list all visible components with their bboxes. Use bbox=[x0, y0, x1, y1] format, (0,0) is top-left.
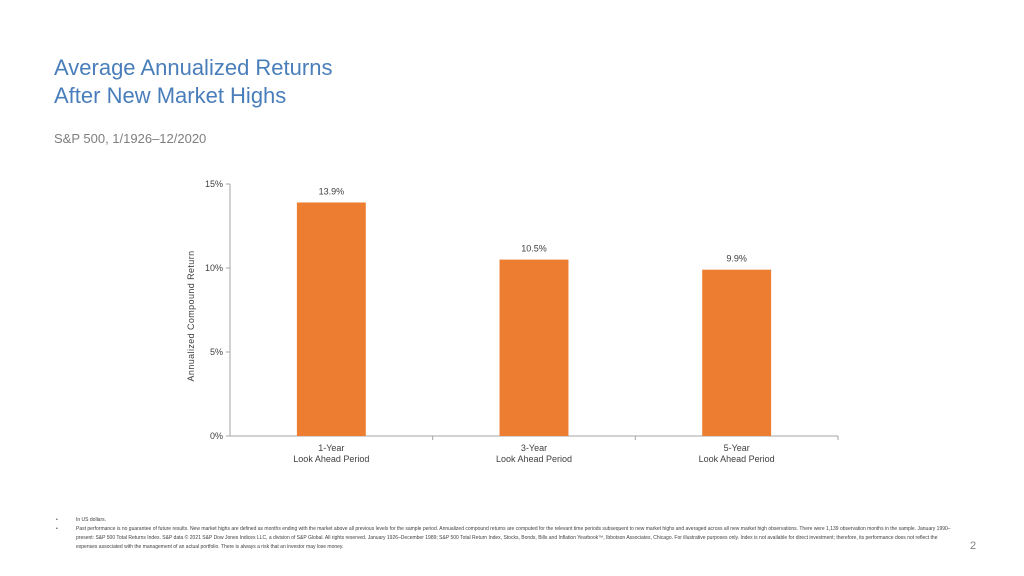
page-number: 2 bbox=[970, 540, 977, 552]
y-tick-label: 10% bbox=[205, 263, 223, 273]
x-category-label: 1-Year bbox=[318, 443, 344, 453]
x-category-label: Look Ahead Period bbox=[699, 454, 775, 464]
footnote-bullet: • bbox=[56, 526, 58, 532]
x-category-label: Look Ahead Period bbox=[496, 454, 572, 464]
footnote-2: • Past performance is no guarantee of fu… bbox=[54, 525, 954, 552]
x-category-label: 5-Year bbox=[724, 443, 750, 453]
slide-subtitle: S&P 500, 1/1926–12/2020 bbox=[54, 131, 207, 146]
slide-title-line-2: After New Market Highs bbox=[54, 83, 287, 108]
x-category-label: Look Ahead Period bbox=[293, 454, 369, 464]
bar bbox=[702, 269, 772, 436]
y-tick-label: 5% bbox=[210, 347, 223, 357]
bar-data-label: 10.5% bbox=[521, 244, 547, 254]
y-axis-title: Annualized Compound Return bbox=[186, 251, 196, 382]
bar bbox=[499, 259, 569, 436]
footnote-bullet: • bbox=[56, 517, 58, 523]
slide-title-line-1: Average Annualized Returns bbox=[54, 55, 333, 80]
bar-data-label: 9.9% bbox=[726, 254, 747, 264]
slide-title: Average Annualized Returns After New Mar… bbox=[54, 54, 332, 110]
footnote-text: Past performance is no guarantee of futu… bbox=[76, 526, 951, 550]
bar bbox=[296, 202, 366, 436]
footnote-1: • In US dollars. bbox=[54, 516, 954, 525]
bar-data-label: 13.9% bbox=[319, 186, 345, 196]
y-tick-label: 15% bbox=[205, 179, 223, 189]
footnotes: • In US dollars. • Past performance is n… bbox=[54, 516, 954, 552]
x-category-label: 3-Year bbox=[521, 443, 547, 453]
y-tick-label: 0% bbox=[210, 431, 223, 441]
footnote-text: In US dollars. bbox=[76, 517, 107, 523]
